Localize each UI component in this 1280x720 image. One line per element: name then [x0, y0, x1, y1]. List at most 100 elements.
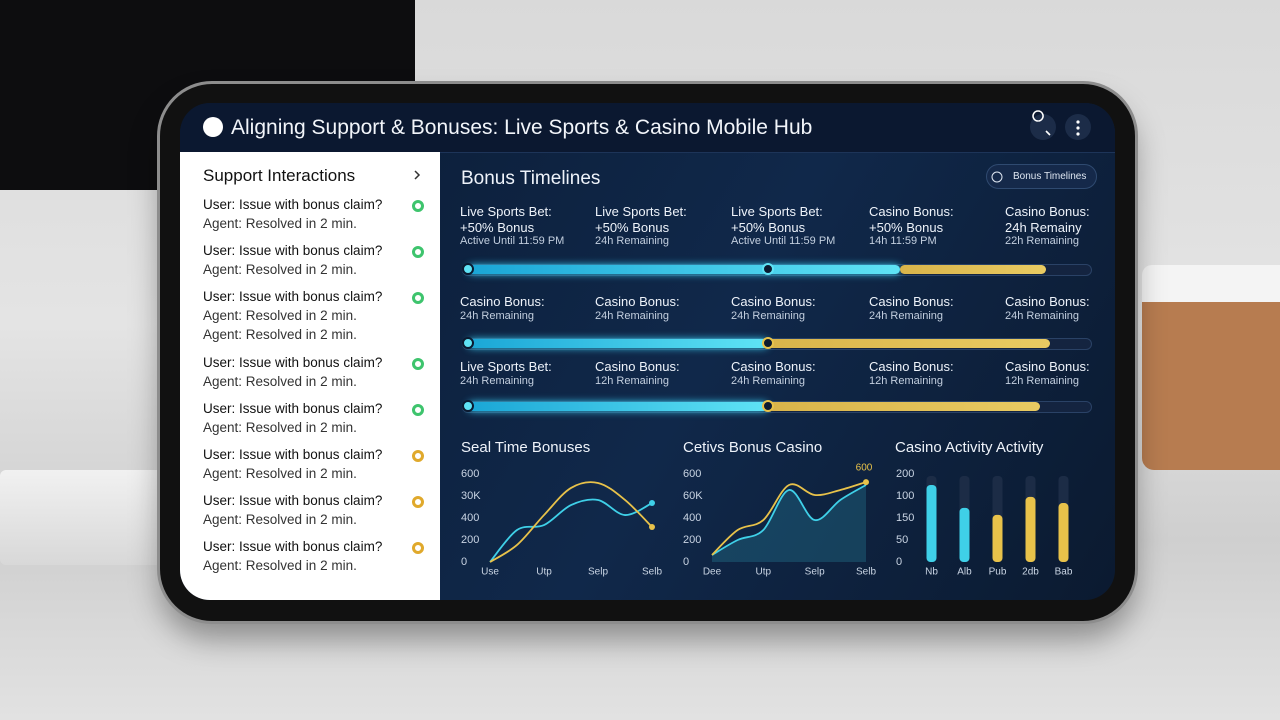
line — [489, 481, 653, 563]
agent-line: Agent: Resolved in 2 min. — [203, 420, 357, 435]
timeline-label: 24h Remaining — [595, 309, 669, 322]
agent-line: Agent: Resolved in 2 min. — [203, 512, 357, 527]
user-line: User: Issue with bonus claim? — [203, 197, 383, 212]
timelines-button[interactable]: Bonus Timelines — [986, 164, 1098, 189]
y-tick-label: 200 — [896, 468, 914, 480]
y-tick-label: 200 — [683, 534, 701, 546]
y-tick-label: 600 — [683, 468, 701, 480]
status-dot — [412, 246, 424, 258]
timeline-label: 12h Remaining — [595, 374, 669, 387]
line — [711, 484, 867, 556]
bar — [926, 485, 937, 562]
user-line: User: Issue with bonus claim? — [203, 355, 383, 370]
y-tick-label: 600 — [461, 468, 479, 480]
agent-line: Agent: Resolved in 2 min. — [203, 308, 357, 323]
bar — [992, 514, 1003, 562]
chart-title: Cetivs Bonus Casino — [683, 439, 822, 456]
x-tick-label: Nb — [925, 567, 938, 578]
y-tick-label: 0 — [461, 556, 467, 568]
timeline-label: 24h Remaining — [460, 309, 534, 322]
support-panel: Support Interactions User: Issue with bo… — [180, 152, 440, 600]
area — [712, 485, 866, 562]
x-tick-label: Utp — [536, 567, 552, 578]
user-line: User: Issue with bonus claim? — [203, 401, 383, 416]
agent-line: Agent: Resolved in 2 min. — [203, 558, 357, 573]
timeline-label: Live Sports Bet: — [460, 359, 552, 374]
line — [489, 498, 653, 563]
timeline-label: 14h 11:59 PM — [869, 235, 937, 247]
timeline-label: Live Sports Bet: — [731, 204, 823, 219]
progress-start — [462, 263, 474, 275]
x-tick-label: 2db — [1022, 567, 1039, 578]
cup — [1142, 265, 1280, 470]
timeline-label: 24h Remaining — [460, 374, 534, 387]
y-tick-label: 0 — [896, 556, 902, 568]
x-tick-label: Dee — [703, 567, 722, 578]
timeline-label: Live Sports Bet: — [460, 204, 552, 219]
status-dot — [412, 496, 424, 508]
timelines-title: Bonus Timelines — [461, 168, 601, 189]
timeline-label: Active Until 11:59 PM — [731, 235, 836, 247]
status-dot — [412, 404, 424, 416]
user-line: User: Issue with bonus claim? — [203, 289, 383, 304]
agent-line: Agent: Resolved in 2 min. — [203, 374, 357, 389]
user-line: User: Issue with bonus claim? — [203, 539, 383, 554]
status-dot — [412, 450, 424, 462]
bar — [1058, 503, 1069, 562]
timeline-label: 24h Remaining — [869, 309, 943, 322]
y-tick-label: 0 — [683, 556, 689, 568]
timeline-label: 24h Remaining — [731, 309, 805, 322]
button-icon — [991, 171, 1003, 183]
user-line: User: Issue with bonus claim? — [203, 447, 383, 462]
chevron — [414, 170, 421, 180]
x-tick-label: Alb — [957, 567, 972, 578]
timeline-label: Casino Bonus: — [1005, 294, 1090, 309]
x-tick-label: Utp — [756, 567, 772, 578]
bar — [959, 507, 970, 562]
end-marker — [649, 523, 655, 530]
timeline-label: +50% Bonus — [460, 219, 535, 235]
timeline-label: 12h Remaining — [869, 374, 943, 387]
end-marker — [863, 479, 869, 486]
x-tick-label: Selp — [588, 567, 608, 578]
timeline-label: 12h Remaining — [1005, 374, 1079, 387]
progress-cyan — [468, 339, 768, 348]
progress-node — [762, 337, 774, 349]
agent-line: Agent: Resolved in 2 min. — [203, 262, 357, 277]
y-tick-label: 400 — [683, 512, 701, 524]
status-dot — [412, 542, 424, 554]
timeline-label: Live Sports Bet: — [595, 204, 687, 219]
menu-icon — [1076, 120, 1080, 136]
x-tick-label: Selb — [856, 567, 876, 578]
timeline-label: 24h Remaining — [1005, 309, 1079, 322]
support-title: Support Interactions — [203, 166, 356, 185]
chart-title: Casino Activity Activity — [895, 439, 1044, 456]
timeline-label: Casino Bonus: — [1005, 204, 1090, 219]
progress-gold — [768, 339, 1050, 348]
timeline-label: Casino Bonus: — [1005, 359, 1090, 374]
screen: Aligning Support & Bonuses: Live Sports … — [180, 103, 1115, 600]
y-tick-label: 30K — [461, 490, 481, 502]
header-title: Aligning Support & Bonuses: Live Sports … — [231, 116, 813, 139]
progress-start — [462, 337, 474, 349]
bar — [1025, 496, 1036, 562]
progress-node — [762, 263, 774, 275]
progress-gold — [768, 402, 1040, 411]
timeline-label: 24h Remaining — [731, 374, 805, 387]
timeline-label: +50% Bonus — [731, 219, 806, 235]
search-icon — [1032, 110, 1051, 136]
annotation: 600 — [856, 463, 873, 474]
timeline-label: +50% Bonus — [869, 219, 944, 235]
y-tick-label: 60K — [683, 490, 703, 502]
progress-cyan — [468, 402, 768, 411]
progress-cyan — [468, 265, 900, 274]
timeline-label: Casino Bonus: — [869, 359, 954, 374]
agent-line: Agent: Resolved in 2 min. — [203, 216, 357, 231]
timeline-label: Casino Bonus: — [731, 359, 816, 374]
timeline-label: Casino Bonus: — [869, 204, 954, 219]
x-tick-label: Bab — [1055, 567, 1073, 578]
user-line: User: Issue with bonus claim? — [203, 243, 383, 258]
agent-line: Agent: Resolved in 2 min. — [203, 327, 357, 342]
timeline-label: 24h Remainy — [1005, 219, 1082, 235]
